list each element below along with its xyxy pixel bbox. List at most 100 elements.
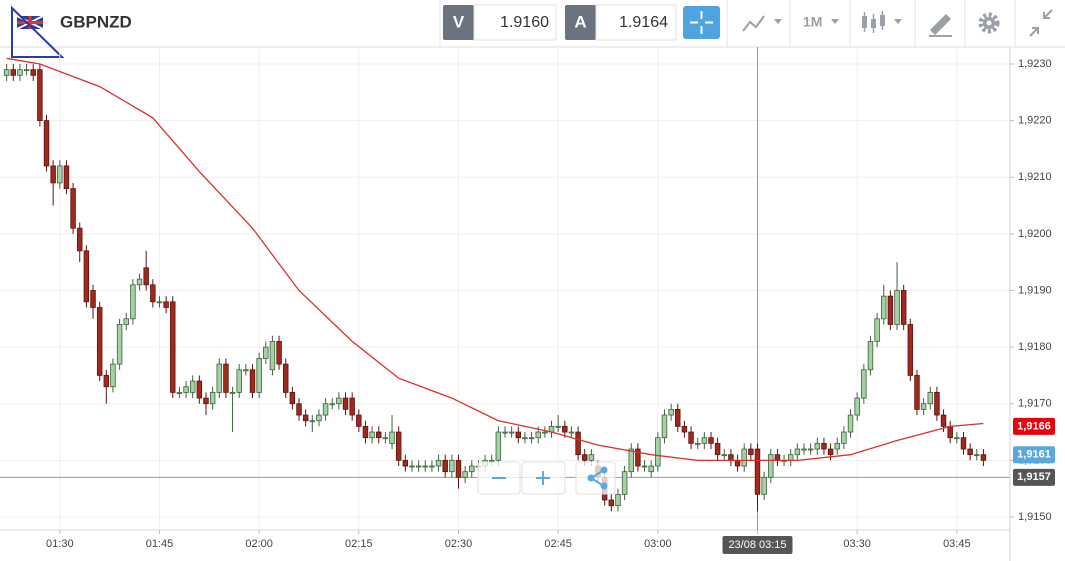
candle-body <box>3 69 10 76</box>
y-tick-label: 1,9190 <box>1018 284 1052 296</box>
candle-body <box>77 227 83 252</box>
candle-body <box>847 414 854 433</box>
candle-body <box>954 437 960 440</box>
settings-button[interactable] <box>978 12 1000 34</box>
x-tick-label: 02:30 <box>445 538 473 550</box>
candle-body <box>754 448 761 495</box>
price-tag <box>1013 446 1055 464</box>
candle-body <box>728 454 734 461</box>
candle-body <box>90 290 96 308</box>
candle-body <box>356 414 362 427</box>
candle-body <box>568 431 575 434</box>
candle-body <box>562 425 568 433</box>
x-tick-label: 03:30 <box>843 538 871 550</box>
candle-body <box>116 324 123 365</box>
candle-body <box>336 397 342 405</box>
candle-body <box>900 290 907 325</box>
candle-body <box>455 459 462 478</box>
candle-body <box>887 295 894 325</box>
zoom-controls <box>477 461 616 495</box>
candle-body <box>203 397 209 405</box>
candle-body <box>894 290 900 325</box>
candle-body <box>136 278 143 286</box>
candle-body <box>395 431 402 461</box>
share-icon <box>587 466 608 490</box>
bid-price: 1.9160 <box>500 14 549 31</box>
draw-button[interactable] <box>929 14 952 37</box>
candle-body <box>223 363 229 393</box>
candle-body <box>329 403 335 406</box>
timeframe[interactable]: 1M <box>803 14 822 30</box>
candle-body <box>316 414 322 422</box>
candle-style-button[interactable] <box>862 11 902 33</box>
candle-body <box>761 476 767 495</box>
candle-body <box>389 431 395 444</box>
candle-body <box>841 431 847 444</box>
share-button[interactable] <box>575 461 616 495</box>
candle-body <box>70 188 76 229</box>
candle-body <box>734 459 741 467</box>
candle-body <box>621 471 628 495</box>
x-tick-label: 01:45 <box>146 538 174 550</box>
candle-body <box>10 69 17 76</box>
candle-body <box>714 442 721 456</box>
candle-body <box>150 284 156 303</box>
candle-body <box>269 341 276 371</box>
candle-body <box>974 454 980 457</box>
crosshair-price-tag <box>1013 468 1055 486</box>
candle-body <box>861 369 867 399</box>
candle-body <box>83 250 90 303</box>
candle-body <box>980 454 987 461</box>
x-tick-label: 03:45 <box>943 538 971 550</box>
candle-body <box>741 448 747 467</box>
candle-body <box>17 69 23 76</box>
price-tag-label: 1,9166 <box>1017 420 1051 432</box>
candle-body <box>50 165 56 184</box>
ask-button[interactable] <box>565 5 596 40</box>
candle-body <box>881 295 887 320</box>
candle-body <box>555 425 561 428</box>
candle-body <box>874 318 880 342</box>
candle-body <box>309 420 316 423</box>
candle-body <box>216 363 223 393</box>
candle-body <box>814 442 821 450</box>
candle-body <box>794 448 801 456</box>
candle-body <box>296 403 302 416</box>
y-tick-label: 1,9200 <box>1018 228 1052 240</box>
candle-body <box>263 346 269 359</box>
candle-body <box>322 403 329 416</box>
candle-body <box>522 437 528 440</box>
candle-body <box>934 392 940 416</box>
candle-body <box>256 358 262 393</box>
collapse-button[interactable] <box>1029 9 1053 37</box>
crosshair-button[interactable] <box>683 6 720 39</box>
candle-body <box>196 380 203 399</box>
candle-body <box>369 431 375 439</box>
candle-body <box>661 414 668 439</box>
candle-body <box>807 448 814 451</box>
candle-body <box>708 437 714 444</box>
candle-body <box>43 120 50 167</box>
candle-body <box>588 454 595 461</box>
chart-type-button[interactable] <box>742 15 782 32</box>
candle-body <box>495 431 502 461</box>
candle-body <box>123 318 129 325</box>
candle-body <box>382 437 389 440</box>
candle-body <box>469 465 475 473</box>
candle-body <box>920 403 927 410</box>
bid-button[interactable] <box>443 5 474 40</box>
price-tag-label: 1,9161 <box>1017 449 1051 461</box>
x-tick-label: 01:30 <box>46 538 74 550</box>
crosshair-price-label: 1,9157 <box>1017 471 1051 483</box>
candle-body <box>648 465 654 473</box>
candle-body <box>914 375 920 410</box>
candle-body <box>854 397 860 416</box>
candle-body <box>130 284 136 320</box>
candle-body <box>668 408 674 416</box>
x-tick-label: 02:45 <box>544 538 572 550</box>
symbol: GBPNZD <box>60 12 132 31</box>
candle-body <box>415 465 422 468</box>
y-tick-label: 1,9220 <box>1018 115 1052 127</box>
candle-body <box>542 431 548 434</box>
y-tick-label: 1,9180 <box>1018 341 1052 353</box>
